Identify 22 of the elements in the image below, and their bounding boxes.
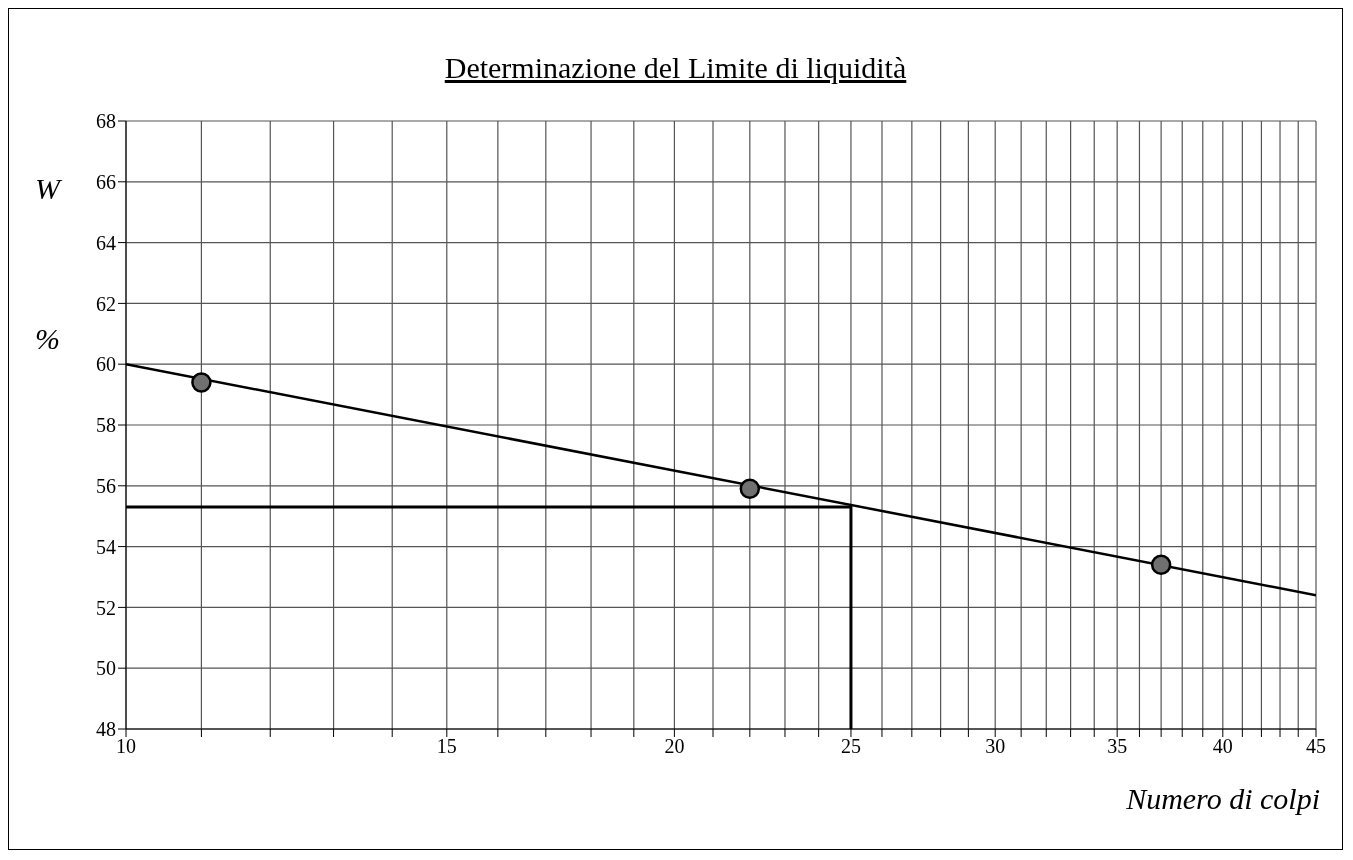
- y-tick-label: 56: [96, 474, 116, 497]
- y-tick-label: 64: [96, 231, 116, 254]
- y-tick-label: 52: [96, 596, 116, 619]
- x-tick-label: 10: [116, 735, 136, 758]
- x-tick-label: 15: [436, 735, 457, 758]
- y-tick-label: 58: [96, 414, 116, 437]
- x-tick-label: 35: [1107, 735, 1128, 758]
- x-tick-label: 40: [1212, 735, 1233, 758]
- y-tick-label: 60: [96, 353, 116, 376]
- x-tick-label: 30: [985, 735, 1006, 758]
- y-tick-label: 68: [96, 110, 116, 133]
- y-tick-label: 66: [96, 170, 116, 193]
- y-tick-label: 48: [96, 718, 116, 741]
- y-tick-label: 62: [96, 292, 116, 315]
- chart-title: Determinazione del Limite di liquidità: [443, 51, 908, 85]
- x-tick-label: 45: [1306, 735, 1326, 758]
- y-tick-label: 54: [96, 535, 116, 558]
- y-tick-label: 50: [96, 657, 116, 680]
- x-axis-title: Numero di colpi: [1126, 782, 1320, 816]
- text: W %: [35, 172, 60, 355]
- x-tick-label: 25: [840, 735, 861, 758]
- x-tick-label: 20: [664, 735, 685, 758]
